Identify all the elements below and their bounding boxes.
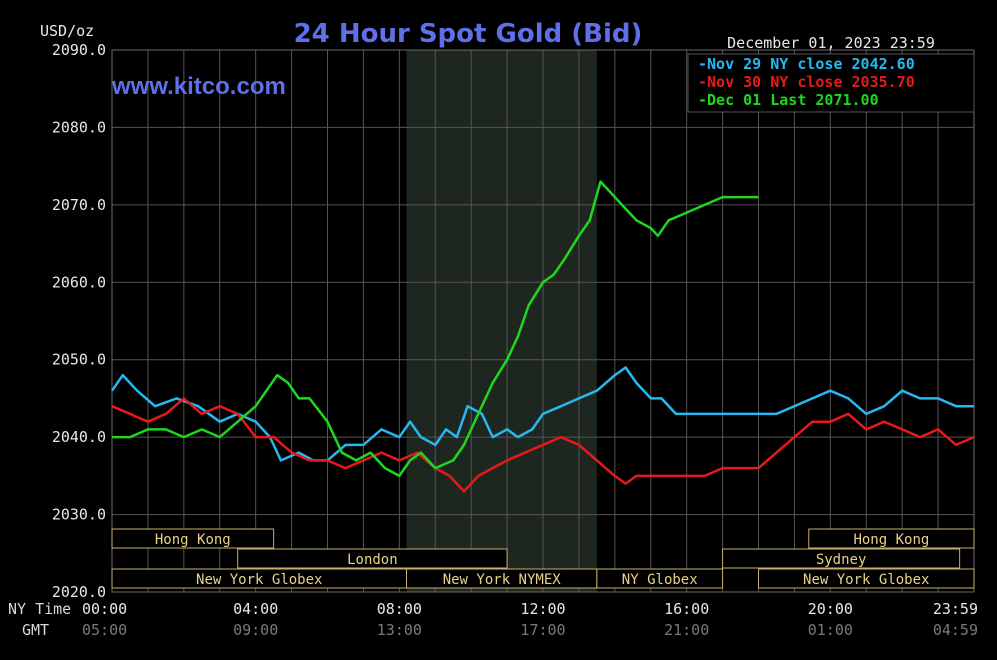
session-bar-box [808,528,975,549]
session-label: NY Globex [622,572,698,588]
session-bar: New York Globex [111,568,408,589]
session-bar: Sydney [722,548,961,569]
plot-border [111,49,975,593]
x-axis-ticks: 00:00 05:00 04:00 09:00 08:00 13:00 12:00 17:00… [82,600,978,639]
session-bar: New York NYMEX [406,568,598,589]
legend-entry: -Nov 30 NY close 2035.70 [698,73,915,91]
legend-entry: -Dec 01 Last 2071.00 [698,91,879,109]
ny-time-tick-label: 08:00 [377,600,422,618]
y-tick-label: 2020.0 [52,583,106,601]
legend-entry: -Nov 29 NY close 2042.60 [698,55,915,73]
session-bar: Hong Kong [111,528,275,549]
series-line [111,397,975,493]
ny-time-tick-label: 23:59 [933,600,978,618]
y-axis-ticks: 2020.0 2030.0 2040.0 2050.0 2060.0 2070.0 2080… [52,41,106,601]
gmt-tick-label: 17:00 [520,621,565,639]
gmt-tick-label: 04:59 [933,621,978,639]
y-tick-label: 2060.0 [52,273,106,291]
ny-time-tick-label: 16:00 [664,600,709,618]
nymex-session-shading [406,50,597,592]
y-axis-label: USD/oz [40,22,94,40]
series-line [112,180,759,478]
ny-time-tick-label: 04:00 [233,600,278,618]
y-tick-label: 2050.0 [52,351,106,369]
chart-title: 24 Hour Spot Gold (Bid) [294,19,643,49]
session-bar-box [111,528,275,549]
session-bar: London [237,548,508,569]
session-bar: New York Globex [758,568,975,589]
ny-time-tick-label: 20:00 [808,600,853,618]
y-tick-label: 2070.0 [52,196,106,214]
ny-time-axis-label: NY Time [8,600,71,618]
session-bar-box [596,568,724,589]
legend: -Nov 29 NY close 2042.60-Nov 30 NY close… [687,53,975,113]
legend-box [687,53,975,113]
gmt-tick-label: 13:00 [377,621,422,639]
session-label: New York Globex [196,572,322,588]
session-bar: Hong Kong [808,528,975,549]
series-lines [110,180,975,493]
session-label: Hong Kong [155,532,231,548]
session-bar-box [722,548,961,569]
session-label: New York NYMEX [443,572,562,588]
session-label: Hong Kong [853,532,929,548]
session-label: New York Globex [803,572,929,588]
session-label: Sydney [816,552,867,568]
y-tick-label: 2080.0 [52,118,106,136]
y-tick-label: 2030.0 [52,506,106,524]
gmt-tick-label: 21:00 [664,621,709,639]
ny-time-tick-label: 00:00 [82,600,127,618]
timestamp: December 01, 2023 23:59 [727,34,935,52]
session-bar-box [237,548,508,569]
session-label: London [347,552,398,568]
ny-time-tick-label: 12:00 [520,600,565,618]
gmt-tick-label: 01:00 [808,621,853,639]
y-tick-label: 2040.0 [52,428,106,446]
session-bar-box [758,568,975,589]
y-tick-label: 2090.0 [52,41,106,59]
website-watermark: www.kitco.com [111,73,286,100]
gmt-axis-label: GMT [22,621,49,639]
gmt-tick-label: 05:00 [82,621,127,639]
session-bar: NY Globex [596,568,724,589]
gmt-tick-label: 09:00 [233,621,278,639]
market-sessions: Hong Kong Hong Kong London Sydney New York G… [111,528,975,589]
